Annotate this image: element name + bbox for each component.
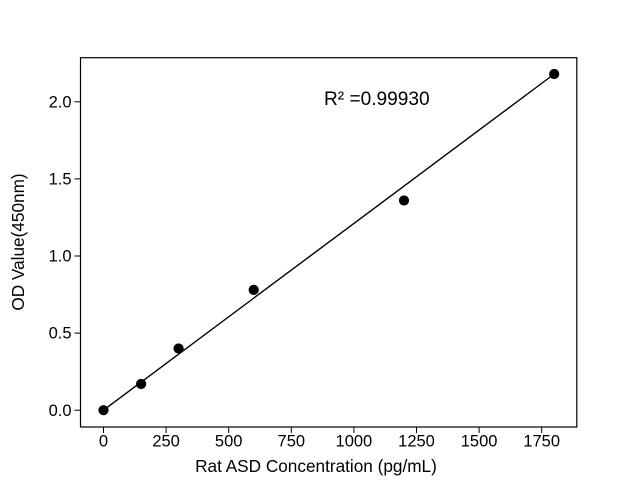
svg-text:1000: 1000 (336, 433, 373, 451)
svg-text:0.0: 0.0 (49, 402, 72, 420)
svg-text:750: 750 (278, 433, 306, 451)
svg-text:Rat ASD Concentration (pg/mL): Rat ASD Concentration (pg/mL) (195, 456, 437, 476)
svg-text:0.5: 0.5 (49, 325, 72, 343)
svg-text:1.0: 1.0 (49, 248, 72, 266)
svg-text:1750: 1750 (523, 433, 560, 451)
svg-text:0: 0 (99, 433, 108, 451)
svg-text:1250: 1250 (398, 433, 435, 451)
svg-text:2.0: 2.0 (49, 93, 72, 111)
svg-text:OD Value(450nm): OD Value(450nm) (8, 173, 28, 310)
svg-text:250: 250 (152, 433, 180, 451)
svg-text:500: 500 (215, 433, 243, 451)
svg-text:1500: 1500 (461, 433, 498, 451)
svg-text:R² =0.99930: R² =0.99930 (324, 89, 430, 110)
svg-text:1.5: 1.5 (49, 171, 72, 189)
